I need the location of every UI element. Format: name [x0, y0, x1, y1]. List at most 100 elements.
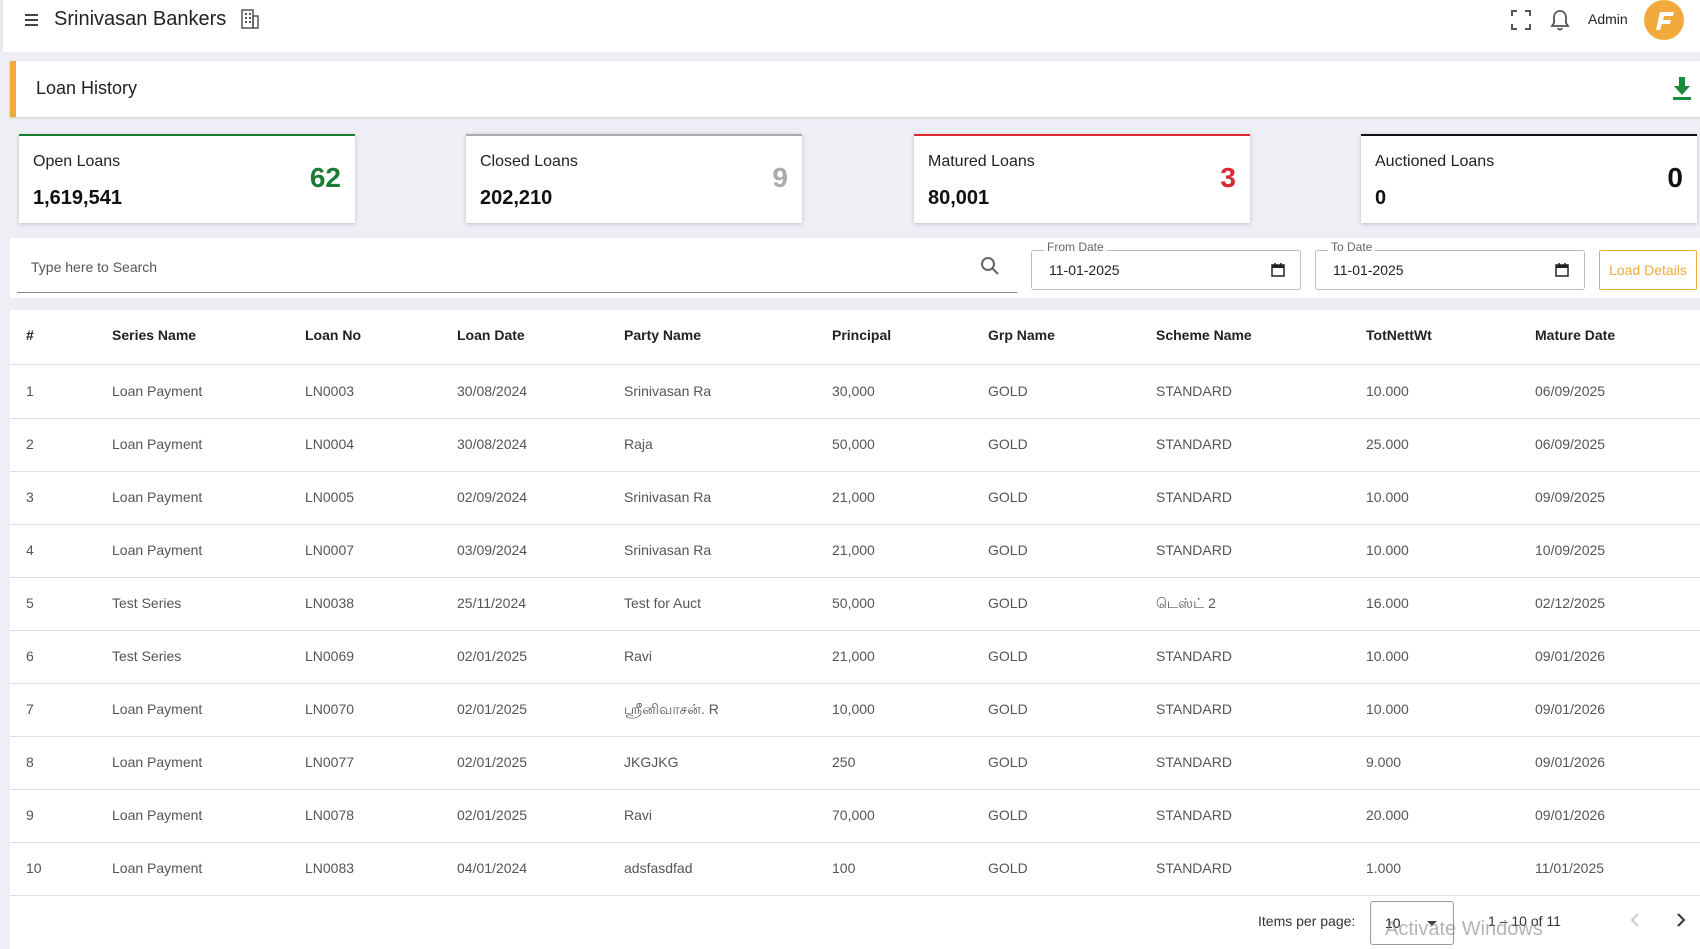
- calendar-icon[interactable]: [1554, 262, 1570, 278]
- col-principal-cell: 30,000: [832, 383, 875, 399]
- col-tot-nett-wt-cell: 10.000: [1366, 701, 1409, 717]
- stat-label: Matured Loans: [928, 153, 1035, 170]
- search-input[interactable]: [31, 259, 931, 275]
- col-series-name-cell: Loan Payment: [112, 383, 203, 399]
- col-party-name-cell: Srinivasan Ra: [624, 383, 712, 399]
- col-scheme-name-cell: STANDARD: [1156, 489, 1232, 505]
- col-loan-date-cell: 30/08/2024: [457, 436, 528, 452]
- col-series-name-cell: Test Series: [112, 595, 182, 611]
- col-mature-date-header: Mature Date: [1535, 327, 1616, 343]
- col-scheme-name-cell: STANDARD: [1156, 436, 1232, 452]
- col-grp-name-cell: GOLD: [988, 648, 1028, 664]
- col-loan-date-cell: 02/01/2025: [457, 807, 528, 823]
- bell-icon[interactable]: [1549, 8, 1571, 32]
- col-series-name-cell: Loan Payment: [112, 860, 203, 876]
- col-loan-no-cell: LN0077: [305, 754, 355, 770]
- col-principal-cell: 50,000: [832, 595, 875, 611]
- col-index-cell: 10: [26, 860, 42, 876]
- col-index-cell: 2: [26, 436, 34, 452]
- col-loan-date-cell: 03/09/2024: [457, 542, 528, 558]
- col-index-cell: 4: [26, 542, 34, 558]
- col-tot-nett-wt-cell: 1.000: [1366, 860, 1402, 876]
- table-row[interactable]: 4 Loan Payment LN0007 03/09/2024 Srinivasan …: [10, 525, 1700, 578]
- table-row[interactable]: 1 Loan Payment LN0003 30/08/2024 Srinivasan …: [10, 366, 1700, 419]
- table-row[interactable]: 7 Loan Payment LN0070 02/01/2025 ஸ்ரீனிவாசன்…: [10, 684, 1700, 737]
- col-mature-date-cell: 06/09/2025: [1535, 436, 1606, 452]
- col-scheme-name-cell: STANDARD: [1156, 383, 1232, 399]
- col-grp-name-cell: GOLD: [988, 595, 1028, 611]
- col-series-name-cell: Test Series: [112, 648, 182, 664]
- auctioned-loans-card[interactable]: Auctioned Loans 0 0: [1361, 134, 1697, 223]
- paginator: Items per page: 10 1 – 10 of 11: [10, 891, 1700, 949]
- stat-amount: 202,210: [480, 187, 553, 209]
- building-icon[interactable]: [240, 8, 260, 30]
- col-loan-no-cell: LN0078: [305, 807, 355, 823]
- col-principal-cell: 21,000: [832, 542, 875, 558]
- col-series-name-cell: Loan Payment: [112, 489, 203, 505]
- chevron-down-icon: [1427, 921, 1437, 926]
- col-grp-name-cell: GOLD: [988, 383, 1028, 399]
- table-row[interactable]: 2 Loan Payment LN0004 30/08/2024 Raja 50,000 G…: [10, 419, 1700, 472]
- table-row[interactable]: 10 Loan Payment LN0083 04/01/2024 adsfasdfad…: [10, 843, 1700, 896]
- col-tot-nett-wt-header: TotNettWt: [1366, 327, 1432, 343]
- col-party-name-cell: ஸ்ரீனிவாசன். R: [624, 701, 719, 717]
- items-per-page-value: 10: [1385, 915, 1401, 931]
- col-principal-header: Principal: [832, 327, 892, 343]
- from-date-value[interactable]: 11-01-2025: [1049, 262, 1120, 278]
- col-grp-name-cell: GOLD: [988, 542, 1028, 558]
- stat-count: 62: [309, 162, 341, 193]
- table-row[interactable]: 3 Loan Payment LN0005 02/09/2024 Srinivasan …: [10, 472, 1700, 525]
- col-principal-cell: 70,000: [832, 807, 875, 823]
- previous-page-icon[interactable]: [1624, 909, 1646, 931]
- items-per-page-label: Items per page:: [1258, 913, 1356, 929]
- app-title: Srinivasan Bankers: [54, 8, 227, 30]
- col-series-name-header: Series Name: [112, 327, 197, 343]
- next-page-icon[interactable]: [1670, 909, 1692, 931]
- calendar-icon[interactable]: [1270, 262, 1286, 278]
- closed-loans-card[interactable]: Closed Loans 202,210 9: [466, 134, 802, 223]
- menu-icon[interactable]: [25, 12, 41, 28]
- col-tot-nett-wt-cell: 9.000: [1366, 754, 1402, 770]
- col-scheme-name-cell: STANDARD: [1156, 860, 1232, 876]
- col-loan-no-cell: LN0005: [305, 489, 355, 505]
- to-date-value[interactable]: 11-01-2025: [1333, 262, 1404, 278]
- col-index-cell: 7: [26, 701, 34, 717]
- col-loan-no-header: Loan No: [305, 327, 361, 343]
- matured-loans-card[interactable]: Matured Loans 80,001 3: [914, 134, 1250, 223]
- windows-watermark: Activate Windows: [1385, 918, 1543, 940]
- table-row[interactable]: 5 Test Series LN0038 25/11/2024 Test for Auc…: [10, 578, 1700, 631]
- stat-label: Open Loans: [33, 153, 121, 170]
- table-row[interactable]: 9 Loan Payment LN0078 02/01/2025 Ravi 70,000 G…: [10, 790, 1700, 843]
- col-tot-nett-wt-cell: 10.000: [1366, 542, 1409, 558]
- from-date-field[interactable]: From Date 11-01-2025: [1031, 240, 1301, 290]
- col-mature-date-cell: 09/01/2026: [1535, 807, 1606, 823]
- col-principal-cell: 10,000: [832, 701, 875, 717]
- table-row[interactable]: 8 Loan Payment LN0077 02/01/2025 JKGJKG 250 GO…: [10, 737, 1700, 790]
- col-index-cell: 1: [26, 383, 34, 399]
- col-tot-nett-wt-cell: 25.000: [1366, 436, 1409, 452]
- col-series-name-cell: Loan Payment: [112, 436, 203, 452]
- col-loan-no-cell: LN0038: [305, 595, 355, 611]
- open-loans-card[interactable]: Open Loans 1,619,541 62: [19, 134, 355, 223]
- col-principal-cell: 21,000: [832, 489, 875, 505]
- col-tot-nett-wt-cell: 10.000: [1366, 383, 1409, 399]
- col-loan-date-cell: 02/01/2025: [457, 754, 528, 770]
- items-per-page-select[interactable]: 10: [1370, 901, 1454, 945]
- col-principal-cell: 250: [832, 754, 856, 770]
- to-date-field[interactable]: To Date 11-01-2025: [1315, 240, 1585, 290]
- table-row[interactable]: 6 Test Series LN0069 02/01/2025 Ravi 21,000 GO…: [10, 631, 1700, 684]
- download-icon[interactable]: [1670, 75, 1694, 101]
- col-grp-name-cell: GOLD: [988, 754, 1028, 770]
- user-menu[interactable]: Admin: [1588, 11, 1628, 27]
- stat-amount: 80,001: [928, 187, 990, 209]
- load-details-button[interactable]: Load Details: [1599, 250, 1697, 290]
- fullscreen-icon[interactable]: [1510, 9, 1532, 31]
- col-tot-nett-wt-cell: 20.000: [1366, 807, 1409, 823]
- col-party-name-header: Party Name: [624, 327, 702, 343]
- col-mature-date-cell: 09/01/2026: [1535, 701, 1606, 717]
- search-icon[interactable]: [979, 255, 1001, 277]
- col-loan-date-cell: 02/09/2024: [457, 489, 528, 505]
- col-grp-name-header: Grp Name: [988, 327, 1055, 343]
- col-mature-date-cell: 10/09/2025: [1535, 542, 1606, 558]
- col-loan-date-cell: 25/11/2024: [457, 595, 527, 611]
